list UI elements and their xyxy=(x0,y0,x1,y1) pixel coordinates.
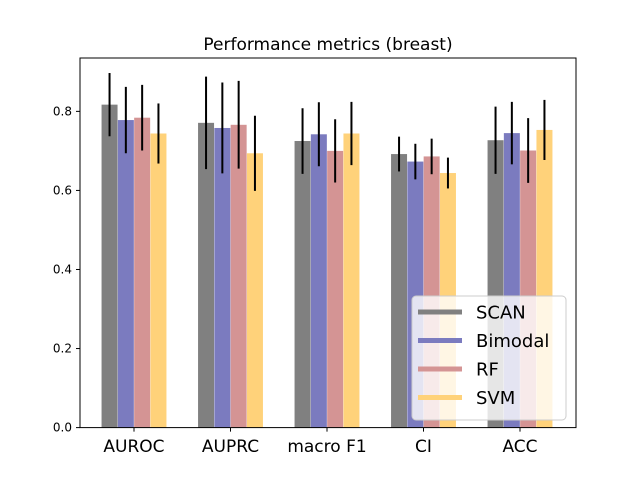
legend-label: Bimodal xyxy=(476,331,549,352)
x-axis: AUROC AUPRC macro F1 CI ACC xyxy=(103,427,538,457)
x-tick-label: AUROC xyxy=(103,437,164,457)
x-tick-label: macro F1 xyxy=(287,437,366,457)
y-axis: 0.0 0.2 0.4 0.6 0.8 xyxy=(53,104,80,435)
legend-label: SCAN xyxy=(476,303,526,324)
bar-scan-macro-f1 xyxy=(294,141,311,428)
y-tick-label: 0.6 xyxy=(53,183,72,197)
bar-scan-auprc xyxy=(198,122,215,428)
y-tick-label: 0.8 xyxy=(53,104,72,118)
y-tick-label: 0.4 xyxy=(53,262,72,276)
bar-bimodal-auroc xyxy=(117,120,134,428)
legend-label: RF xyxy=(476,360,499,381)
bar-scan-auroc xyxy=(101,104,118,428)
legend-label: SVM xyxy=(476,388,515,409)
bar-svm-auroc xyxy=(150,133,167,428)
bar-bimodal-auprc xyxy=(214,127,231,428)
bar-rf-auroc xyxy=(134,117,151,428)
error-bars-layer xyxy=(108,73,546,191)
y-tick-label: 0.0 xyxy=(53,421,72,435)
bar-rf-macro-f1 xyxy=(327,150,344,428)
legend-box xyxy=(411,295,567,421)
x-tick-label: AUPRC xyxy=(202,437,259,457)
bar-scan-ci xyxy=(391,154,408,428)
x-tick-label: CI xyxy=(415,437,432,457)
y-tick-label: 0.2 xyxy=(53,342,72,356)
x-tick-label: ACC xyxy=(502,437,537,457)
chart-title: Performance metrics (breast) xyxy=(203,35,452,55)
bar-svm-auprc xyxy=(246,153,263,428)
legend: SCAN Bimodal RF SVM xyxy=(411,295,567,421)
bar-svm-macro-f1 xyxy=(343,133,360,428)
bar-bimodal-macro-f1 xyxy=(310,134,327,428)
plot-area-frame xyxy=(79,57,577,429)
bar-rf-auprc xyxy=(230,124,247,428)
